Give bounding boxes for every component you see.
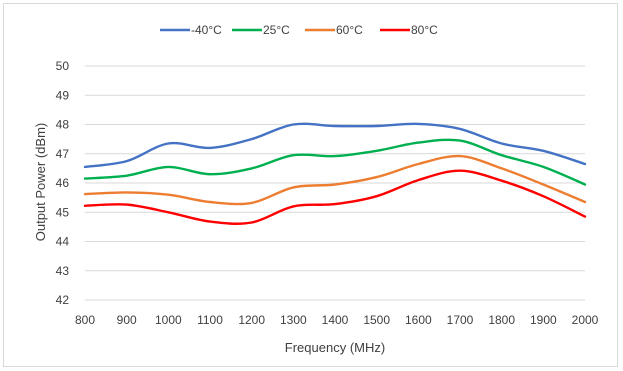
x-tick-label: 1700 (447, 313, 474, 327)
x-tick-label: 1900 (530, 313, 557, 327)
series-line-1 (83, 138, 587, 186)
x-tick-label: 1600 (405, 313, 432, 327)
y-tick-label: 45 (56, 205, 70, 219)
x-tick-label: 1200 (238, 313, 265, 327)
series-line-3 (83, 169, 587, 225)
legend: -40°C 25°C 60°C 80°C (160, 23, 438, 37)
gridlines (85, 65, 585, 301)
x-tick-label: 1300 (280, 313, 307, 327)
x-tick-label: 1100 (197, 313, 223, 327)
series-line-2 (83, 154, 587, 206)
series-lines (83, 122, 587, 225)
x-tick-label: 900 (117, 313, 137, 327)
x-tick-label: 1000 (155, 313, 182, 327)
y-tick-label: 49 (56, 88, 70, 102)
legend-label-0: -40°C (191, 23, 222, 37)
y-tick-labels: 42 43 44 45 46 47 48 49 50 (56, 59, 70, 307)
legend-label-2: 60°C (336, 23, 363, 37)
x-tick-label: 1800 (488, 313, 515, 327)
x-tick-label: 1500 (363, 313, 390, 327)
x-tick-label: 1400 (322, 313, 349, 327)
y-tick-label: 42 (56, 293, 70, 307)
legend-label-1: 25°C (263, 23, 290, 37)
x-tick-label: 2000 (572, 313, 599, 327)
x-tick-label: 800 (75, 313, 95, 327)
y-tick-label: 48 (56, 118, 70, 132)
legend-label-3: 80°C (411, 23, 438, 37)
y-axis-title: Output Power (dBm) (33, 123, 48, 242)
y-tick-label: 47 (56, 147, 70, 161)
series-line-0 (83, 122, 587, 169)
y-tick-label: 46 (56, 176, 70, 190)
x-tick-labels: 800 900 1000 1100 1200 1300 1400 1500 1600 1700 18… (75, 313, 599, 327)
y-tick-label: 44 (56, 235, 70, 249)
x-axis-title: Frequency (MHz) (285, 340, 385, 355)
y-tick-label: 43 (56, 264, 70, 278)
y-tick-label: 50 (56, 59, 70, 73)
